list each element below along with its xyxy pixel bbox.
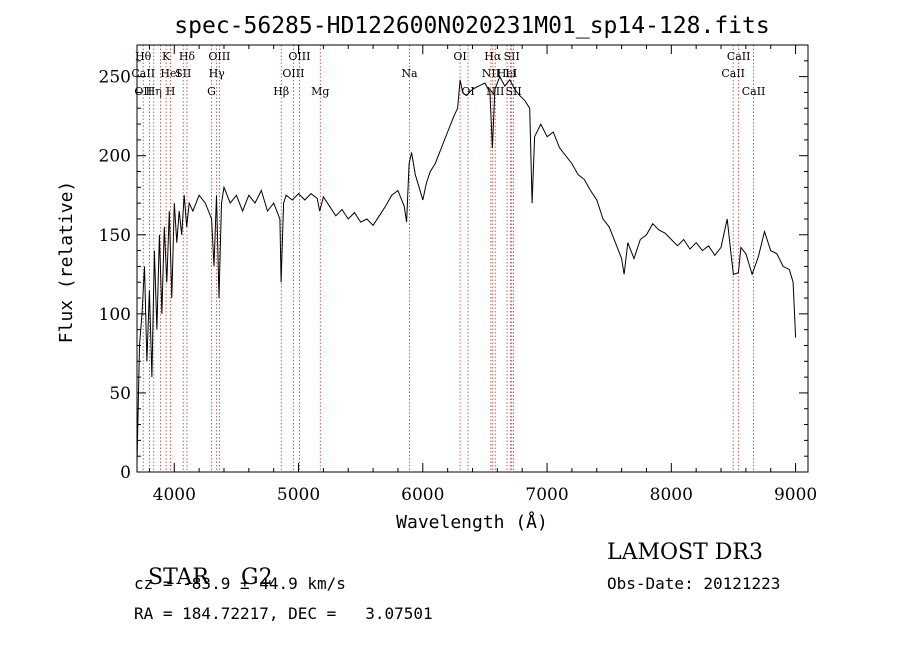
line-label: SII	[175, 67, 191, 80]
y-tick-label: 150	[99, 226, 131, 246]
line-label: G	[207, 85, 216, 98]
line-label: Hγ	[209, 67, 226, 80]
y-tick-label: 50	[109, 384, 131, 404]
spectrum-line	[136, 75, 797, 465]
line-label: CaII	[721, 67, 745, 80]
y-tick-label: 200	[99, 147, 131, 167]
chart-title: spec-56285-HD122600N020231M01_sp14-128.f…	[174, 13, 769, 39]
line-label: CaII	[742, 85, 766, 98]
object-subclass: G2	[241, 565, 273, 590]
x-tick-label: 4000	[153, 485, 196, 505]
y-tick-label: 0	[120, 463, 131, 483]
survey-name: LAMOST DR3	[607, 540, 763, 565]
object-class: STAR	[148, 565, 209, 590]
line-label: OI	[453, 50, 466, 63]
line-label: Hβ	[273, 85, 289, 98]
x-tick-label: 7000	[525, 485, 568, 505]
line-label: Hη	[146, 85, 162, 98]
line-label: OIII	[282, 67, 304, 80]
plot-frame	[136, 44, 809, 473]
line-label: OII	[134, 85, 152, 98]
x-axis-label: Wavelength (Å)	[396, 511, 548, 533]
y-tick-label: 100	[99, 305, 131, 325]
line-label: Hα	[484, 50, 502, 63]
line-label: SII	[504, 50, 520, 63]
coordinates-info: RA = 184.72217, DEC = 3.07501	[134, 604, 433, 623]
y-axis-label: Flux (relative)	[56, 181, 77, 344]
x-tick-label: 9000	[774, 485, 817, 505]
y-tick-label: 250	[99, 68, 131, 88]
info-class-block: STAR G2	[134, 540, 273, 590]
line-label: CaII	[727, 50, 751, 63]
x-tick-label: 8000	[650, 485, 693, 505]
line-label: Li	[505, 67, 516, 80]
line-label: OI	[461, 85, 474, 98]
line-label: OIII	[208, 50, 230, 63]
line-label: Hθ	[135, 50, 152, 63]
x-tick-label: 6000	[401, 485, 444, 505]
axes: 4000 5000 6000 7000 8000 9000 0 50 100 150 200 250	[99, 45, 817, 505]
line-label: Hδ	[179, 50, 196, 63]
line-label: HeI	[160, 67, 180, 80]
redshift-info: cz = -83.9 ± 44.9 km/s	[134, 574, 346, 593]
obs-date: Obs-Date: 20121223	[607, 574, 781, 593]
line-label: Mg	[311, 85, 329, 98]
line-label: H	[166, 85, 176, 98]
line-label: Na	[401, 67, 418, 80]
line-label: OIII	[288, 50, 310, 63]
line-label: K	[162, 50, 171, 63]
x-tick-label: 5000	[277, 485, 320, 505]
line-label: CaII	[131, 67, 155, 80]
line-label: SII	[506, 85, 522, 98]
